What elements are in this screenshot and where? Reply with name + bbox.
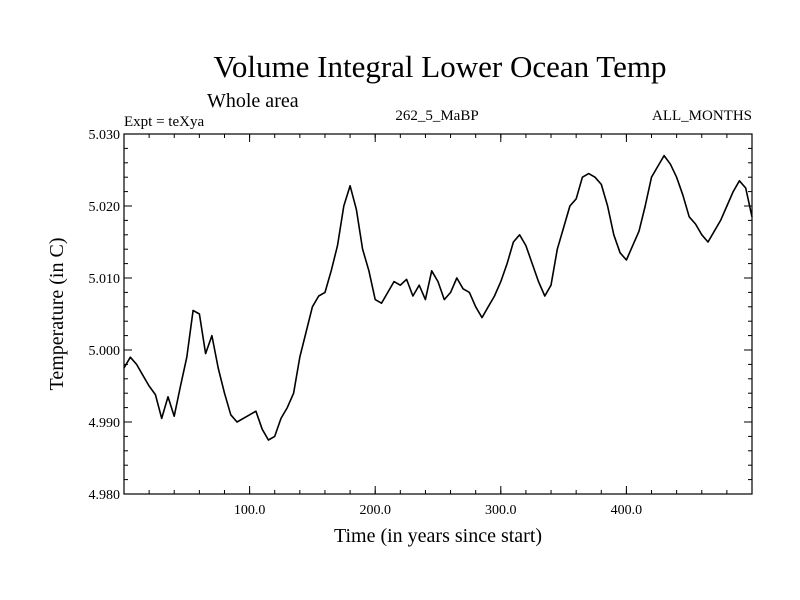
y-tick-label: 5.000	[89, 344, 121, 359]
x-tick-labels: 100.0 200.0 300.0 400.0	[234, 503, 642, 518]
x-axis-label: Time (in years since start)	[334, 525, 542, 547]
y-tick-label: 4.990	[89, 416, 121, 431]
chart-title: Volume Integral Lower Ocean Temp	[214, 49, 667, 84]
y-tick-label: 5.020	[89, 200, 121, 215]
plot-area-frame	[123, 133, 753, 495]
x-tick-label: 100.0	[234, 503, 266, 518]
months-label: ALL_MONTHS	[652, 108, 752, 124]
y-axis-label: Temperature (in C)	[46, 238, 68, 391]
y-tick-label: 5.030	[89, 128, 121, 143]
temperature-series-line	[123, 154, 753, 441]
y-tick-label: 4.980	[89, 488, 121, 503]
x-tick-label: 200.0	[359, 503, 391, 518]
x-tick-label: 400.0	[611, 503, 643, 518]
x-tick-label: 300.0	[485, 503, 517, 518]
run-label: 262_5_MaBP	[395, 108, 478, 124]
chart-subtitle: Whole area	[207, 90, 299, 112]
axis-ticks	[124, 133, 752, 495]
experiment-label: Expt = teXya	[124, 114, 204, 130]
y-tick-labels: 4.980 4.990 5.000 5.010 5.020 5.030	[89, 128, 121, 503]
y-tick-label: 5.010	[89, 272, 121, 287]
